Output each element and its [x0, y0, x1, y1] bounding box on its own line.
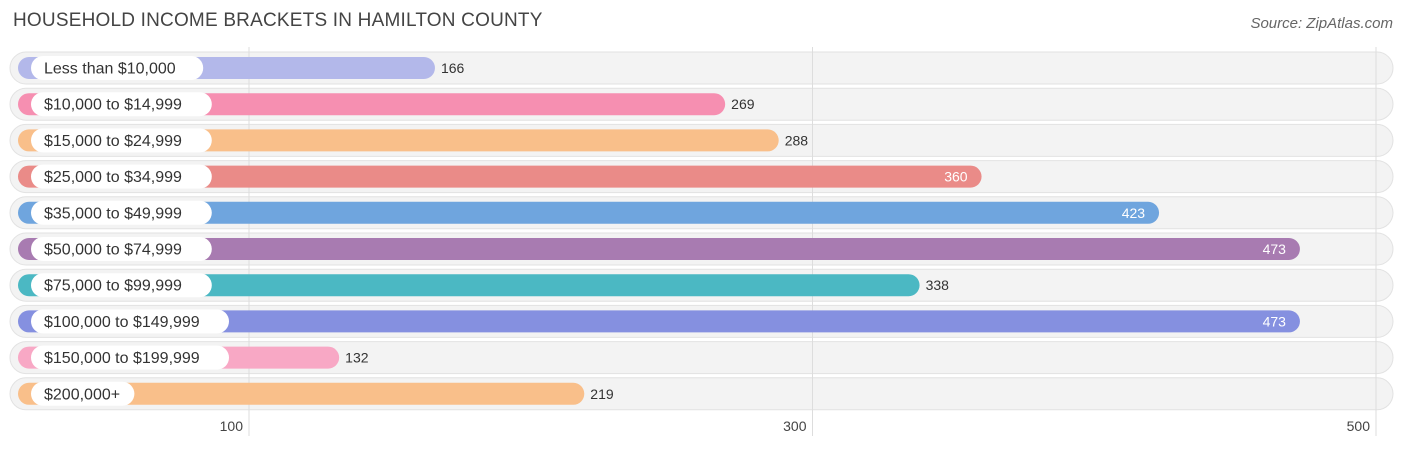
bar-6[interactable] — [18, 238, 1300, 260]
value-label: 338 — [926, 277, 950, 293]
value-label: 219 — [590, 386, 614, 402]
category-label-pill — [31, 237, 212, 261]
value-label: 360 — [944, 169, 968, 185]
category-label-pill — [31, 273, 212, 298]
category-label: $150,000 to $199,999 — [44, 350, 200, 367]
category-label: $25,000 to $34,999 — [44, 169, 182, 186]
value-label: 269 — [731, 96, 755, 112]
bar-8[interactable] — [18, 310, 1300, 333]
category-label-pill — [31, 56, 204, 80]
category-label-pill — [31, 164, 212, 189]
category-label: $50,000 to $74,999 — [44, 242, 182, 259]
category-label-pill — [31, 381, 135, 406]
category-label-pill — [31, 128, 212, 153]
value-label: 288 — [785, 132, 809, 148]
x-tick-label: 100 — [220, 418, 244, 434]
category-label: $35,000 to $49,999 — [44, 205, 182, 222]
value-label: 473 — [1263, 241, 1287, 257]
category-label: $15,000 to $24,999 — [44, 133, 182, 150]
bar-7[interactable] — [18, 274, 920, 297]
chart-title: HOUSEHOLD INCOME BRACKETS IN HAMILTON CO… — [13, 10, 543, 31]
value-label: 166 — [441, 60, 465, 76]
bar-5[interactable] — [18, 201, 1160, 224]
bar-10[interactable] — [18, 382, 585, 405]
category-label-pill — [31, 92, 212, 117]
category-label-pill — [31, 200, 212, 225]
x-tick-label: 300 — [783, 418, 807, 434]
category-label: $100,000 to $149,999 — [44, 314, 200, 331]
category-label: $10,000 to $14,999 — [44, 97, 182, 114]
value-label: 423 — [1122, 205, 1146, 221]
category-label: Less than $10,000 — [44, 61, 176, 78]
chart-source: Source: ZipAtlas.com — [1250, 15, 1393, 32]
category-label-pill — [31, 309, 229, 334]
bar-4[interactable] — [18, 165, 982, 188]
value-label: 473 — [1263, 313, 1287, 329]
x-tick-label: 500 — [1347, 418, 1371, 434]
category-label: $200,000+ — [44, 386, 120, 403]
category-label-pill — [31, 345, 229, 370]
value-label: 132 — [345, 350, 369, 366]
row-track — [9, 341, 1394, 375]
category-label: $75,000 to $99,999 — [44, 278, 182, 295]
